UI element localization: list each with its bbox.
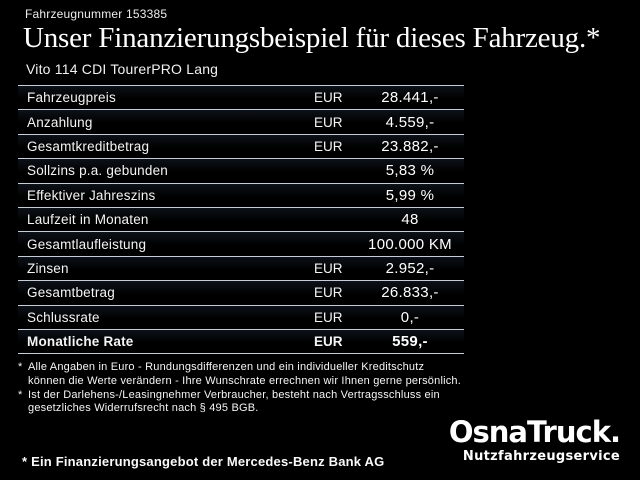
row-value: 0,-	[400, 308, 420, 326]
row-label: Fahrzeugpreis	[27, 90, 116, 106]
row-value: 100.000 KM	[368, 235, 452, 253]
logo-tagline: Nutzfahrzeugservice	[462, 449, 620, 464]
finance-table-row: Gesamtbetrag EUR 26.833,-	[18, 280, 464, 305]
finance-table-row: Anzahlung EUR 4.559,-	[18, 109, 464, 134]
footnote-line: Alle Angaben in Euro - Rundungsdifferenz…	[28, 361, 425, 373]
logo-wordmark: OsnaTruck.	[448, 415, 621, 449]
finance-table-row: Fahrzeugpreis EUR 28.441,-	[18, 85, 464, 110]
osnatruck-logo: OsnaTruck. Nutzfahrzeugservice	[448, 415, 621, 464]
finance-table-row: Monatliche Rate EUR 559,-	[18, 328, 464, 354]
row-value: 28.441,-	[381, 89, 439, 107]
row-label: Anzahlung	[27, 114, 93, 130]
finance-table-row: Laufzeit in Monaten 48	[18, 206, 464, 232]
bank-financing-note: * Ein Finanzierungsangebot der Mercedes-…	[22, 454, 385, 469]
footnotes: * Alle Angaben in Euro - Rundungsdifferen…	[18, 361, 478, 416]
footnote-item: * Ist der Darlehens-/Leasingnehmer Verbra…	[18, 389, 478, 417]
footnote-marker: *	[18, 361, 23, 373]
row-value: 23.882,-	[381, 137, 439, 155]
row-label: Schlussrate	[27, 309, 100, 325]
row-label: Effektiver Jahreszins	[27, 187, 156, 203]
row-label: Monatliche Rate	[27, 334, 134, 350]
finance-table-row: Gesamtkreditbetrag EUR 23.882,-	[18, 133, 464, 159]
row-currency: EUR	[314, 90, 343, 106]
footnote-line: Ist der Darlehens-/Leasingnehmer Verbrau…	[28, 388, 440, 401]
row-currency: EUR	[314, 138, 343, 154]
finance-table-row: Effektiver Jahreszins 5,99 %	[18, 182, 464, 207]
row-value: 26.833,-	[381, 284, 439, 302]
footnote-text: Ist der Darlehens-/Leasingnehmer Verbrau…	[28, 389, 478, 417]
footnote-line: können die Werte verändern - Ihre Wunsch…	[28, 374, 462, 387]
row-value: 4.559,-	[385, 113, 435, 131]
row-label: Gesamtlaufleistung	[27, 236, 147, 252]
row-value: 2.952,-	[385, 259, 435, 277]
row-label: Gesamtbetrag	[27, 285, 115, 301]
footnote-text: Alle Angaben in Euro - Rundungsdifferenz…	[28, 361, 478, 389]
row-currency: EUR	[314, 334, 343, 350]
finance-table-row: Sollzins p.a. gebunden 5,83 %	[18, 158, 464, 183]
finance-table-row: Gesamtlaufleistung 100.000 KM	[18, 231, 464, 256]
row-value: 5,83 %	[385, 162, 435, 180]
footnote-marker: *	[18, 388, 23, 401]
vehicle-model: Vito 114 CDI TourerPRO Lang	[26, 61, 219, 77]
row-label: Zinsen	[27, 260, 69, 276]
row-value: 48	[401, 211, 419, 229]
footnote-line: gesetzliches Widerrufsrecht nach § 495 B…	[28, 402, 259, 415]
row-value: 559,-	[392, 333, 428, 351]
finance-table-row: Schlussrate EUR 0,-	[18, 304, 464, 329]
finance-table-row: Zinsen EUR 2.952,-	[18, 255, 464, 281]
vehicle-number: Fahrzeugnummer 153385	[25, 7, 168, 21]
row-currency: EUR	[314, 260, 343, 276]
row-currency: EUR	[314, 114, 343, 130]
row-label: Laufzeit in Monaten	[27, 212, 149, 228]
page-title: Unser Finanzierungsbeispiel für dieses F…	[23, 22, 601, 54]
row-label: Gesamtkreditbetrag	[27, 138, 150, 154]
row-value: 5,99 %	[385, 186, 435, 204]
row-currency: EUR	[314, 309, 343, 325]
row-currency: EUR	[314, 285, 343, 301]
row-label: Sollzins p.a. gebunden	[27, 163, 169, 179]
finance-table: Fahrzeugpreis EUR 28.441,- Anzahlung EUR 4.55…	[18, 85, 464, 355]
footnote-item: * Alle Angaben in Euro - Rundungsdifferen…	[18, 361, 478, 389]
